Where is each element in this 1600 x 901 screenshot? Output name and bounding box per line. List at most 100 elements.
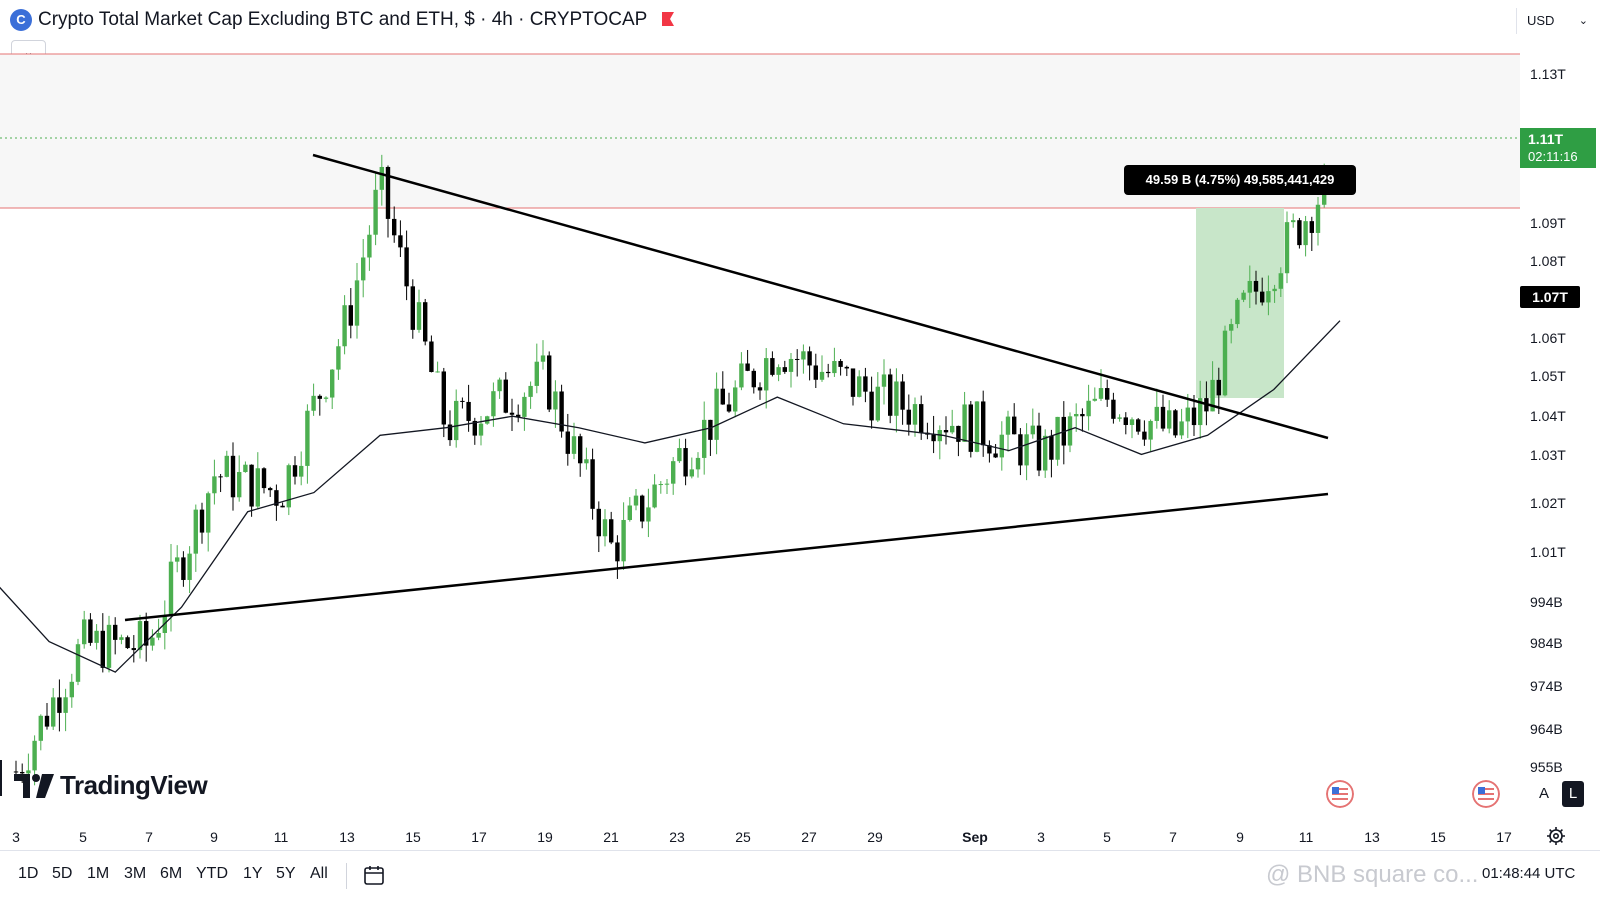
- candle-body: [26, 770, 31, 774]
- candle-body: [323, 397, 329, 399]
- price-axis-label: 955B: [1530, 759, 1563, 775]
- range-1m-button[interactable]: 1M: [87, 865, 110, 882]
- candle-body: [435, 371, 440, 373]
- price-axis[interactable]: 1.13T 1.09T 1.08T 1.06T 1.05T 1.04T 1.03…: [1520, 40, 1600, 820]
- log-scale-button[interactable]: L: [1562, 781, 1584, 807]
- candlestick-series: [13, 154, 1327, 786]
- candle-body: [764, 358, 769, 391]
- candle-body: [317, 395, 322, 399]
- candle-body: [342, 305, 347, 347]
- candle-body: [733, 387, 738, 412]
- candle-body: [559, 391, 564, 432]
- price-axis-label: 1.04T: [1530, 408, 1566, 424]
- price-axis-label: 984B: [1530, 635, 1563, 651]
- time-axis-label: Sep: [962, 829, 988, 845]
- price-axis-label: 1.13T: [1530, 66, 1566, 82]
- candle-body: [63, 697, 68, 713]
- time-axis-label: 11: [1298, 829, 1314, 845]
- candle-body: [1241, 292, 1246, 300]
- range-6m-button[interactable]: 6M: [160, 865, 183, 882]
- candle-body: [993, 453, 998, 458]
- calendar-icon[interactable]: [362, 863, 386, 887]
- candle-body: [981, 401, 986, 446]
- candle-body: [627, 505, 632, 520]
- candle-body: [1179, 421, 1184, 436]
- candle-body: [125, 637, 130, 649]
- time-axis-label: 15: [405, 829, 421, 845]
- last-price-tag: 1.11T 02:11:16: [1520, 128, 1596, 168]
- candle-body: [1005, 416, 1011, 435]
- candle-body: [156, 632, 161, 638]
- candle-body: [385, 166, 391, 219]
- candle-body: [757, 387, 763, 391]
- utc-clock[interactable]: 01:48:44 UTC: [1482, 865, 1576, 882]
- auto-scale-button[interactable]: A: [1533, 781, 1555, 807]
- range-5y-button[interactable]: 5Y: [276, 865, 296, 882]
- price-axis-label: 1.05T: [1530, 368, 1566, 384]
- candle-body: [106, 624, 112, 668]
- candle-body: [888, 374, 893, 416]
- red-flag-icon[interactable]: [661, 12, 675, 26]
- candle-body: [416, 302, 422, 330]
- chevron-down-icon: ⌄: [23, 45, 34, 59]
- price-chart[interactable]: [0, 0, 1520, 820]
- candle-body: [131, 648, 136, 651]
- candle-body: [968, 404, 973, 452]
- candle-body: [1297, 220, 1302, 246]
- candle-body: [578, 436, 583, 464]
- gear-icon[interactable]: [1546, 826, 1566, 846]
- candle-body: [441, 371, 446, 425]
- candle-body: [869, 391, 874, 421]
- bar-countdown: 02:11:16: [1528, 149, 1578, 164]
- range-5d-button[interactable]: 5D: [52, 865, 73, 882]
- time-axis-label: 25: [735, 829, 751, 845]
- time-axis-label: 13: [1364, 829, 1380, 845]
- candle-body: [423, 302, 428, 342]
- candle-body: [193, 509, 198, 554]
- time-axis-label: 7: [145, 829, 153, 845]
- chart-title[interactable]: Crypto Total Market Cap Excluding BTC an…: [38, 9, 648, 30]
- candle-body: [919, 404, 924, 433]
- candle-body: [615, 542, 620, 562]
- candle-body: [1055, 416, 1060, 460]
- range-1d-button[interactable]: 1D: [18, 865, 39, 882]
- range-3m-button[interactable]: 3M: [124, 865, 147, 882]
- candle-body: [144, 621, 149, 646]
- candle-body: [361, 257, 366, 281]
- range-all-button[interactable]: All: [310, 865, 328, 882]
- us-flag-event-icon[interactable]: [1472, 780, 1500, 808]
- candle-body: [584, 459, 589, 464]
- candle-body: [1222, 330, 1228, 396]
- candle-body: [788, 358, 794, 372]
- candle-body: [832, 361, 837, 374]
- candle-body: [1260, 291, 1265, 303]
- cryptocap-logo-icon[interactable]: C: [10, 9, 32, 31]
- candle-body: [528, 385, 533, 397]
- candle-body: [1111, 399, 1116, 419]
- currency-selector[interactable]: USD ⌄: [1516, 8, 1594, 34]
- candle-body: [330, 369, 335, 398]
- candle-body: [671, 461, 676, 484]
- candle-body: [20, 771, 25, 774]
- candle-body: [516, 414, 521, 417]
- candle-body: [726, 404, 732, 412]
- range-1y-button[interactable]: 1Y: [243, 865, 263, 882]
- candle-body: [1303, 221, 1308, 246]
- candle-body: [658, 484, 663, 486]
- time-axis-label: 27: [801, 829, 817, 845]
- price-axis-label: 1.09T: [1530, 215, 1566, 231]
- us-flag-event-icon[interactable]: [1326, 780, 1354, 808]
- candle-body: [795, 358, 800, 360]
- candle-body: [1247, 280, 1252, 293]
- price-axis-label: 994B: [1530, 594, 1563, 610]
- candle-body: [1229, 324, 1234, 331]
- candle-body: [1080, 413, 1085, 417]
- time-axis-label: 29: [867, 829, 883, 845]
- time-axis-label: 17: [1496, 829, 1512, 845]
- candle-body: [621, 519, 626, 562]
- candle-body: [770, 358, 775, 375]
- candle-body: [454, 400, 459, 441]
- time-axis[interactable]: 3 5 7 9 11 13 15 17 19 21 23 25 27 29 Se…: [0, 820, 1600, 850]
- candle-body: [956, 425, 961, 442]
- range-ytd-button[interactable]: YTD: [196, 865, 228, 882]
